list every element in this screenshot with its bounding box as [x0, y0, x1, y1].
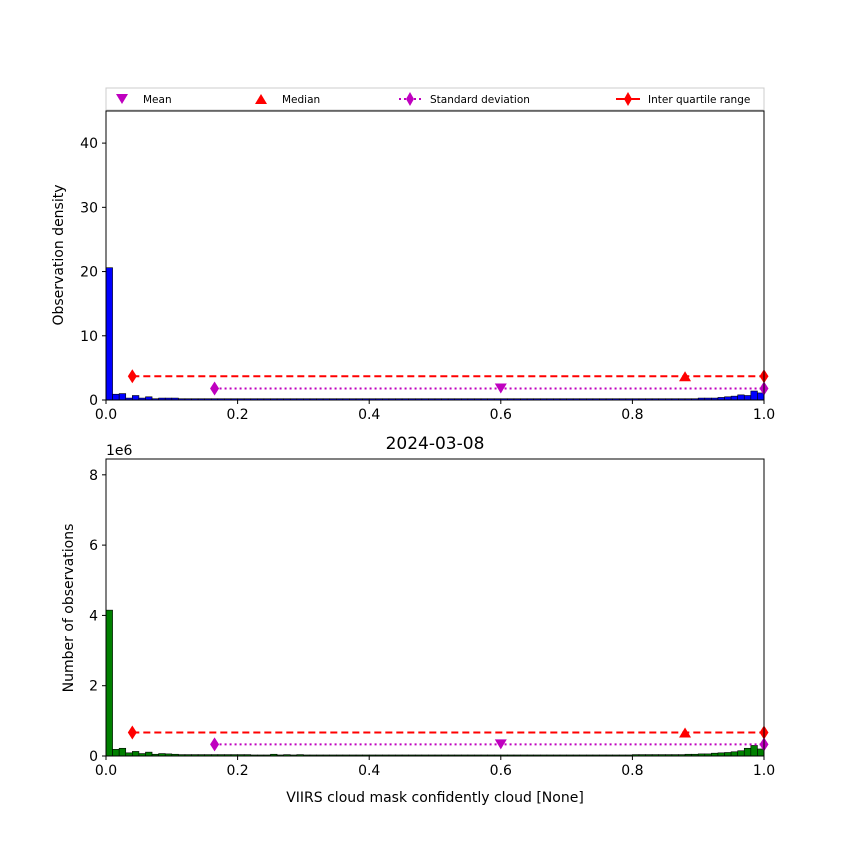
histogram-bar: [737, 750, 745, 757]
histogram-bar: [730, 751, 738, 757]
x-tick-label: 0.4: [358, 407, 380, 423]
y-tick-label: 4: [89, 608, 98, 624]
legend-std-label: Standard deviation: [430, 94, 530, 106]
histogram-bar: [724, 752, 732, 757]
top-histogram-panel: 0.0 0.2 0.4 0.6 0.8 1.0 0 10 20 30 40 Observation…: [51, 110, 775, 423]
histogram-bar: [730, 395, 738, 401]
y-tick-label: 10: [80, 329, 98, 345]
mean-marker: [494, 383, 507, 394]
x-tick-label: 0.8: [621, 407, 643, 423]
bottom-bars: [105, 609, 765, 757]
y-tick-label: 2: [89, 679, 98, 695]
x-tick-label: 0.2: [226, 763, 248, 779]
y-tick-label: 6: [89, 538, 98, 554]
top-x-ticks: 0.0 0.2 0.4 0.6 0.8 1.0: [95, 400, 775, 423]
iqr-marker: [127, 725, 137, 740]
x-tick-label: 0.6: [490, 763, 512, 779]
x-tick-label: 0.0: [95, 407, 117, 423]
legend-median-label: Median: [282, 94, 320, 106]
y-tick-label: 40: [80, 136, 98, 152]
histogram-bar: [118, 747, 127, 757]
y-tick-label: 8: [89, 468, 98, 484]
histogram-bar: [750, 390, 758, 401]
x-tick-label: 0.8: [621, 763, 643, 779]
histogram-bar: [112, 393, 120, 401]
histogram-bar: [737, 394, 745, 401]
bottom-y-ticks: 0 2 4 6 8: [89, 468, 106, 765]
legend-mean-marker: [116, 94, 128, 104]
iqr-marker: [127, 369, 137, 384]
histogram-bar: [743, 747, 752, 757]
histogram-bar: [145, 751, 153, 757]
x-tick-label: 0.6: [490, 407, 512, 423]
bottom-y-multiplier: 1e6: [106, 443, 133, 459]
histogram-bar: [105, 267, 113, 401]
histogram-bar: [105, 609, 113, 757]
histogram-bar: [112, 749, 120, 757]
y-tick-label: 20: [80, 265, 98, 281]
top-axes-frame: [105, 110, 765, 401]
histogram-bar: [132, 751, 140, 757]
bottom-axes-frame: [105, 458, 765, 757]
median-marker: [679, 371, 692, 382]
histogram-bar: [750, 745, 758, 757]
std-marker: [210, 381, 220, 396]
x-tick-label: 1.0: [753, 407, 775, 423]
histogram-bar: [118, 393, 127, 401]
histogram-bar: [132, 395, 140, 401]
x-tick-label: 0.4: [358, 763, 380, 779]
x-tick-label: 0.2: [226, 407, 248, 423]
std-marker: [210, 737, 220, 752]
top-stats: [127, 369, 769, 396]
legend-iqr-marker: [624, 92, 632, 106]
x-tick-label: 1.0: [753, 763, 775, 779]
histogram-bar: [757, 392, 765, 401]
bottom-stats: [127, 725, 769, 752]
top-bars: [105, 267, 765, 401]
y-tick-label: 30: [80, 200, 98, 216]
y-tick-label: 0: [89, 749, 98, 765]
bottom-chart-title: 2024-03-08: [386, 434, 485, 454]
bottom-x-axis-label: VIIRS cloud mask confidently cloud [None…: [286, 790, 584, 806]
mean-marker: [494, 739, 507, 750]
histogram-bar: [757, 748, 765, 757]
histogram-bar: [743, 395, 752, 401]
legend: Mean Median Standard deviation Inter qua…: [105, 87, 765, 111]
legend-std-marker: [406, 92, 414, 106]
legend-iqr-label: Inter quartile range: [648, 94, 750, 106]
bottom-y-axis-label: Number of observations: [61, 524, 77, 693]
x-tick-label: 0.0: [95, 763, 117, 779]
median-marker: [679, 727, 692, 738]
legend-median-marker: [255, 94, 267, 104]
y-tick-label: 0: [89, 393, 98, 409]
legend-mean-label: Mean: [143, 94, 172, 106]
top-y-ticks: 0 10 20 30 40: [80, 136, 106, 409]
legend-frame: [105, 87, 765, 111]
top-y-axis-label: Observation density: [51, 184, 67, 325]
bottom-x-ticks: 0.0 0.2 0.4 0.6 0.8 1.0: [95, 756, 775, 779]
bottom-histogram-panel: 2024-03-08 1e6 0.0 0.2 0.4 0.6 0.8 1.0 02468 …: [61, 434, 775, 806]
